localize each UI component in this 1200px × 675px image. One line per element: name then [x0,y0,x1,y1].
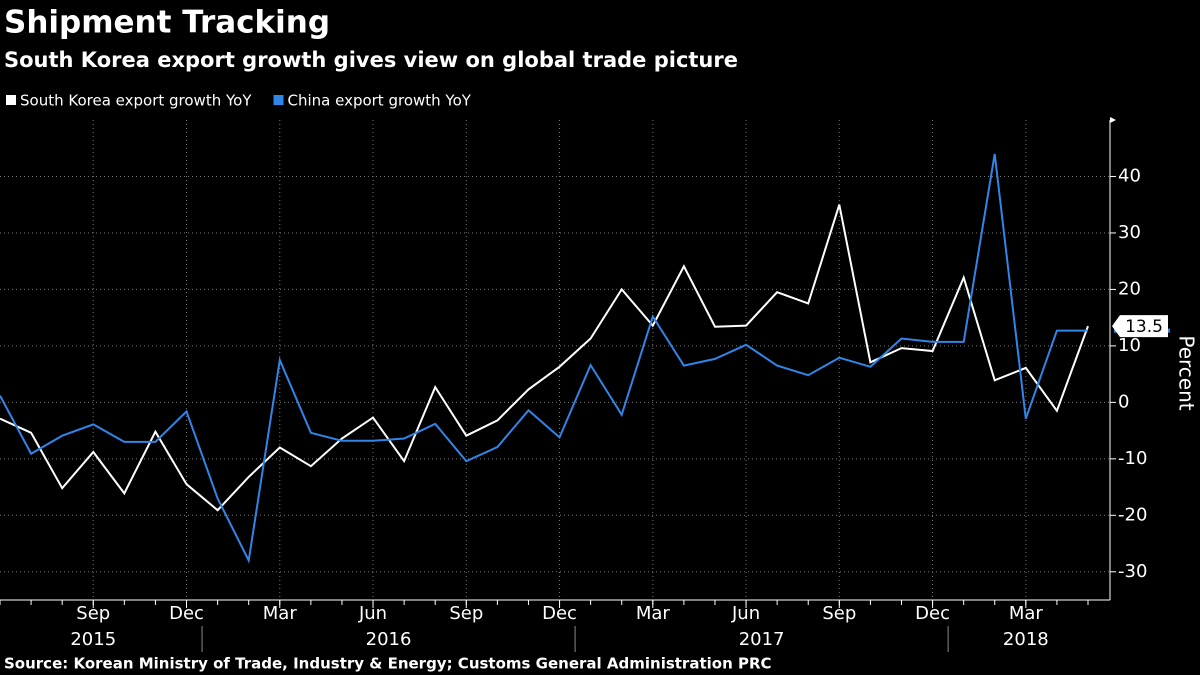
x-tick-label: Mar [636,603,671,624]
y-tick-label: 20 [1118,278,1141,299]
y-tick-label: -20 [1118,504,1147,525]
y-tick-label: -10 [1118,448,1147,469]
series-line [0,204,1089,512]
year-label: 2015 [70,629,116,650]
legend-swatch [273,95,284,105]
x-tick-label: Sep [76,603,110,624]
legend-label: South Korea export growth YoY [20,92,252,110]
y-tick-label: 0 [1118,391,1129,412]
source-note: Source: Korean Ministry of Trade, Indust… [4,655,772,673]
x-tick-label: Dec [542,603,577,624]
year-label: 2017 [739,629,785,650]
y-tick-label: 10 [1118,335,1141,356]
year-label: 2016 [366,629,412,650]
y-axis-label: Percent [1175,335,1199,410]
x-tick-label: Mar [1009,603,1044,624]
x-tick-label: Sep [449,603,483,624]
chart-subtitle: South Korea export growth gives view on … [4,48,738,72]
x-tick-label: Mar [263,603,298,624]
legend-label: China export growth YoY [287,92,471,110]
chart-title: Shipment Tracking [4,5,330,41]
year-label: 2018 [1003,629,1049,650]
y-tick-label: 30 [1118,222,1141,243]
x-tick-label: Dec [915,603,950,624]
y-tick-label: 40 [1118,165,1141,186]
x-tick-label: Sep [822,603,856,624]
x-tick-label: Jun [731,603,760,624]
y-axis-arrow [1110,117,1116,123]
y-tick-label: -30 [1118,561,1147,582]
last-value-label: 13.5 [1125,317,1163,337]
x-tick-label: Dec [169,603,204,624]
x-tick-label: Jun [358,603,387,624]
series-line [0,153,1088,564]
legend-swatch [6,95,16,105]
last-value-box [1112,315,1168,338]
